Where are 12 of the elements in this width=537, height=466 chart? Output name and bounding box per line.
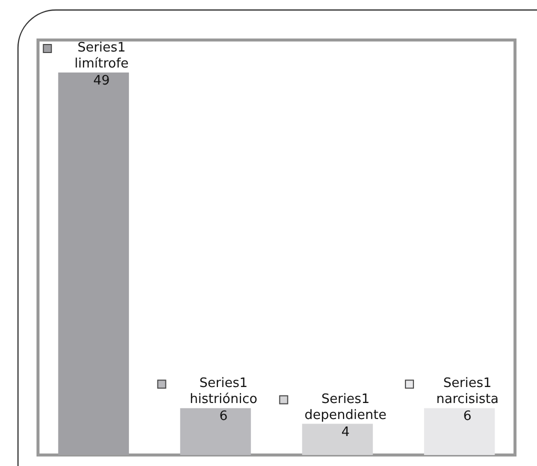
x-tick-label: histriónico xyxy=(190,392,258,408)
x-tick-label: limítrofe xyxy=(74,56,129,72)
data-label: 6 xyxy=(219,409,228,424)
text: Series1 xyxy=(321,392,370,407)
data-label: 4 xyxy=(341,424,350,440)
x-tick-label: narcisista xyxy=(436,392,499,408)
data-label: 6 xyxy=(463,409,472,424)
text: Series1 xyxy=(77,40,126,56)
x-tick-label: dependiente xyxy=(304,408,386,423)
legend-label: Series1 xyxy=(443,376,492,392)
data-label: 49 xyxy=(93,74,110,89)
text: Series1 xyxy=(199,376,248,392)
